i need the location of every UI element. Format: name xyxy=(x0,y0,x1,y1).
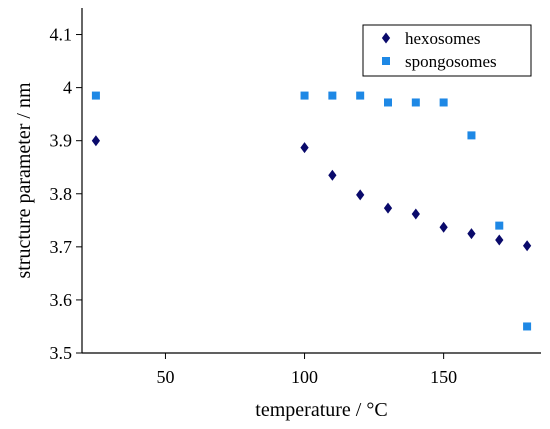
legend-label-hexosomes: hexosomes xyxy=(405,29,481,48)
x-axis-title: temperature / °C xyxy=(255,399,387,421)
legend-box xyxy=(362,24,532,77)
spongosomes-point xyxy=(91,91,100,100)
spongosomes-point xyxy=(356,91,365,100)
y-tick-label: 3.9 xyxy=(50,131,73,151)
legend-marker-spongosomes xyxy=(382,57,390,65)
y-tick-label: 4.1 xyxy=(50,25,73,45)
spongosomes-point xyxy=(467,131,476,140)
x-tick-label: 50 xyxy=(156,367,174,387)
hexosomes-point xyxy=(411,208,420,220)
spongosomes-point xyxy=(328,91,337,100)
data-points xyxy=(91,91,532,331)
hexosomes-point xyxy=(522,240,532,252)
y-tick-label: 3.6 xyxy=(50,290,73,310)
spongosomes-point xyxy=(439,98,448,107)
y-tick-label: 3.8 xyxy=(50,184,73,204)
x-axis-ticks: 50 100 150 xyxy=(156,353,457,387)
spongosomes-point xyxy=(411,98,420,107)
spongosomes-point xyxy=(523,322,532,331)
hexosomes-point xyxy=(328,169,337,181)
spongosomes-point xyxy=(300,91,309,100)
spongosomes-point xyxy=(495,221,504,230)
legend: hexosomes spongosomes xyxy=(362,24,532,77)
hexosomes-point xyxy=(300,142,309,154)
hexosomes-point xyxy=(439,221,448,233)
legend-label-spongosomes: spongosomes xyxy=(405,52,497,71)
y-tick-label: 4 xyxy=(63,78,72,98)
hexosomes-point xyxy=(383,202,393,214)
y-tick-label: 3.5 xyxy=(50,343,73,363)
y-axis-ticks: 3.5 3.6 3.7 3.8 3.9 4 4.1 xyxy=(50,25,82,363)
hexosomes-point xyxy=(356,189,365,201)
y-tick-label: 3.7 xyxy=(50,237,73,257)
hexosomes-point xyxy=(91,135,101,147)
x-tick-label: 100 xyxy=(291,367,318,387)
y-axis-title: structure parameter / nm xyxy=(13,82,35,278)
axes xyxy=(81,8,541,354)
hexosomes-point xyxy=(495,234,504,246)
x-tick-label: 150 xyxy=(430,367,457,387)
spongosomes-point xyxy=(384,98,392,107)
hexosomes-point xyxy=(467,228,476,240)
legend-marker-hexosomes xyxy=(381,32,391,44)
